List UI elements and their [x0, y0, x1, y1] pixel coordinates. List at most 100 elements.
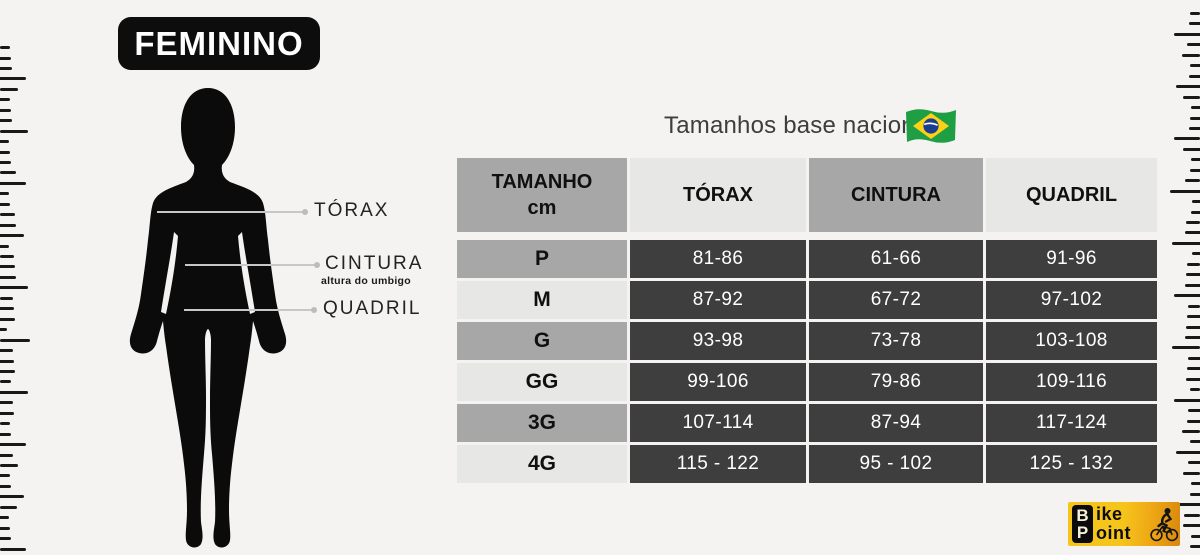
- size-table-header-row: TAMANHO cm TÓRAX CINTURA QUADRIL: [457, 158, 1157, 232]
- ruler-tick: [0, 265, 15, 269]
- ruler-tick: [0, 171, 16, 175]
- measurement-cell: 87-92: [630, 281, 806, 319]
- ruler-tick: [1186, 273, 1200, 277]
- ruler-tick: [1182, 53, 1200, 57]
- measurement-cell: 107-114: [630, 404, 806, 442]
- left-ruler: [0, 0, 46, 555]
- ruler-tick: [0, 108, 11, 112]
- ruler-tick: [1190, 12, 1200, 15]
- ruler-tick: [1176, 85, 1200, 89]
- ruler-tick: [0, 495, 24, 499]
- ruler-tick: [1172, 241, 1200, 245]
- ruler-tick: [1182, 430, 1200, 433]
- ruler-tick: [1191, 106, 1200, 110]
- logo-word-bike-rest: ike: [1096, 504, 1123, 524]
- ruler-tick: [1184, 513, 1200, 517]
- torax-label: TÓRAX: [314, 200, 390, 221]
- size-cell: M: [457, 281, 627, 319]
- measurement-cell: 73-78: [809, 322, 983, 360]
- measurement-cell: 95 - 102: [809, 445, 983, 483]
- female-body-silhouette-icon: [129, 88, 287, 548]
- quadril-label: QUADRIL: [323, 298, 422, 319]
- measurement-cell: 99-106: [630, 363, 806, 401]
- ruler-tick: [1183, 471, 1200, 475]
- ruler-tick: [1187, 419, 1200, 423]
- logo-letter-b: B: [1076, 505, 1089, 525]
- ruler-tick: [0, 432, 11, 436]
- ruler-tick: [0, 390, 28, 394]
- ruler-tick: [0, 443, 26, 447]
- ruler-tick: [0, 484, 11, 488]
- ruler-tick: [0, 453, 13, 457]
- ruler-tick: [1191, 482, 1200, 486]
- ruler-tick: [1190, 492, 1200, 496]
- cintura-callout-dot: [314, 262, 320, 268]
- ruler-tick: [0, 119, 12, 123]
- measurement-cell: 81-86: [630, 240, 806, 278]
- logo-word-point-rest: oint: [1096, 523, 1131, 543]
- ruler-tick: [1190, 64, 1200, 68]
- cintura-sublabel: altura do umbigo: [321, 275, 411, 287]
- measurement-cell: 91-96: [986, 240, 1157, 278]
- ruler-tick: [1188, 409, 1200, 413]
- ruler-tick: [1186, 325, 1200, 329]
- ruler-tick: [1185, 283, 1200, 287]
- ruler-tick: [1189, 74, 1200, 78]
- bikepoint-logo: B P ike oint: [1068, 502, 1180, 546]
- ruler-tick: [0, 317, 15, 321]
- ruler-tick: [0, 150, 10, 154]
- ruler-tick: [0, 286, 28, 290]
- ruler-tick: [0, 516, 9, 520]
- ruler-tick: [1183, 147, 1200, 151]
- ruler-tick: [0, 129, 28, 133]
- ruler-tick: [1190, 168, 1200, 172]
- size-cell: P: [457, 240, 627, 278]
- ruler-tick: [1187, 367, 1200, 371]
- measurement-cell: 115 - 122: [630, 445, 806, 483]
- ruler-tick: [1183, 524, 1200, 527]
- ruler-tick: [0, 244, 9, 248]
- ruler-tick: [0, 349, 13, 352]
- ruler-tick: [0, 192, 9, 196]
- ruler-tick: [1191, 158, 1200, 162]
- measurement-cell: 125 - 132: [986, 445, 1157, 483]
- ruler-tick: [0, 359, 14, 363]
- ruler-tick: [0, 234, 24, 238]
- ruler-tick: [1188, 356, 1200, 360]
- table-subtitle: Tamanhos base nacional: [664, 112, 934, 139]
- ruler-tick: [1191, 534, 1200, 538]
- bikepoint-logo-initials: B P: [1072, 505, 1093, 543]
- ruler-tick: [1185, 335, 1200, 339]
- ruler-tick: [1174, 398, 1200, 402]
- column-header: CINTURA: [809, 158, 983, 232]
- cyclist-icon: [1150, 508, 1179, 542]
- ruler-tick: [1192, 200, 1200, 204]
- size-cell: 4G: [457, 445, 627, 483]
- measurement-cell: 61-66: [809, 240, 983, 278]
- size-cell: 3G: [457, 404, 627, 442]
- ruler-tick: [0, 56, 11, 60]
- column-header: QUADRIL: [986, 158, 1157, 232]
- ruler-tick: [1190, 388, 1200, 392]
- column-header: TÓRAX: [630, 158, 806, 232]
- ruler-tick: [1174, 137, 1200, 141]
- measurement-cell: 67-72: [809, 281, 983, 319]
- quadril-callout-line: [184, 309, 313, 311]
- gender-title-badge: FEMININO: [118, 17, 320, 70]
- ruler-tick: [0, 422, 10, 426]
- ruler-tick: [1188, 304, 1200, 308]
- ruler-tick: [0, 328, 7, 332]
- ruler-tick: [0, 338, 30, 342]
- ruler-tick: [0, 307, 14, 311]
- ruler-tick: [1172, 346, 1200, 350]
- brazil-flag-icon: [906, 109, 956, 143]
- ruler-tick: [1190, 440, 1200, 444]
- gender-title: FEMININO: [134, 24, 304, 62]
- ruler-tick: [1192, 252, 1200, 256]
- size-cell: G: [457, 322, 627, 360]
- ruler-tick: [0, 380, 11, 384]
- ruler-tick: [0, 255, 14, 258]
- ruler-tick: [0, 181, 26, 185]
- measurement-cell: 97-102: [986, 281, 1157, 319]
- ruler-tick: [1186, 221, 1200, 224]
